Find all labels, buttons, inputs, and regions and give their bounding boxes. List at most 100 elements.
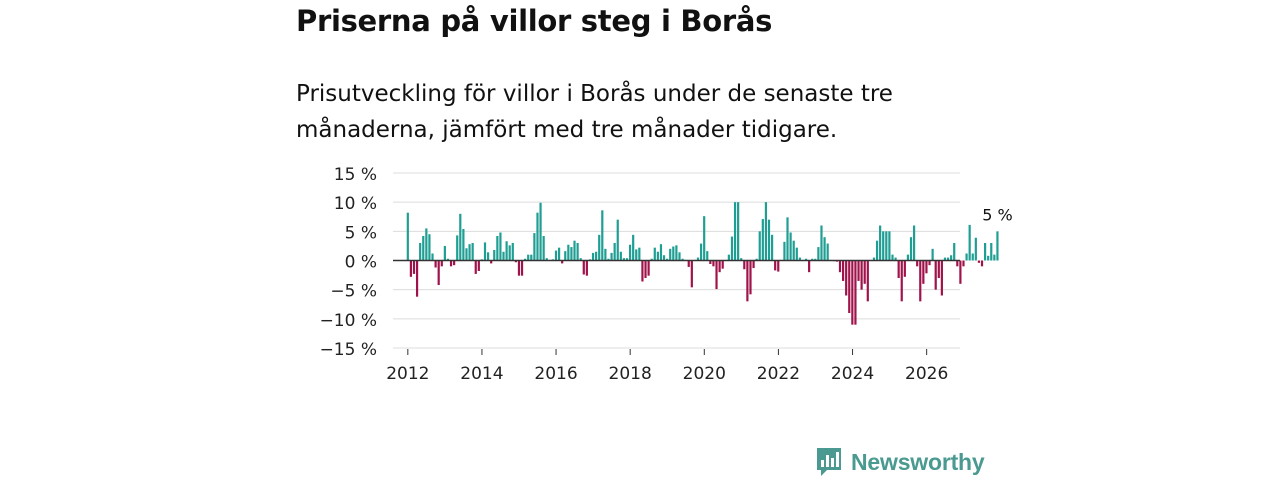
bar	[909, 237, 913, 261]
bar	[542, 236, 545, 261]
bar	[749, 260, 752, 295]
bar	[576, 243, 579, 261]
newsworthy-logo[interactable]: Newsworthy	[815, 446, 985, 478]
page-title: Priserna på villor steg i Borås	[296, 4, 773, 38]
bar	[477, 260, 480, 271]
bar	[959, 260, 962, 284]
bar	[866, 260, 869, 302]
bar	[885, 231, 888, 261]
bar	[860, 260, 863, 290]
bar	[536, 212, 539, 261]
bar	[752, 260, 755, 269]
bar	[647, 260, 650, 276]
bar	[554, 250, 558, 261]
bar	[446, 258, 450, 261]
bar	[761, 219, 764, 261]
x-tick-label: 2020	[683, 364, 726, 384]
bar	[903, 260, 906, 277]
bar	[733, 202, 737, 261]
bar	[953, 243, 956, 261]
bar	[579, 258, 582, 261]
bar	[502, 251, 505, 261]
y-tick-label: −15 %	[320, 340, 377, 360]
bar	[505, 241, 508, 261]
bar	[641, 260, 644, 282]
bar	[987, 255, 990, 261]
bar	[638, 247, 641, 261]
bar	[925, 260, 928, 274]
bar	[610, 252, 613, 261]
y-tick-label: 10 %	[334, 194, 377, 214]
bar	[570, 247, 573, 261]
bar	[625, 258, 629, 261]
bar	[946, 257, 950, 261]
bar	[770, 234, 774, 261]
bar	[604, 248, 607, 261]
bar	[561, 260, 564, 264]
bar	[699, 243, 703, 261]
bar	[662, 255, 666, 261]
bar	[746, 260, 749, 302]
bar	[906, 254, 910, 261]
bar	[922, 260, 925, 284]
bar	[798, 257, 801, 261]
bar	[465, 248, 468, 261]
bar	[557, 247, 561, 261]
bar	[449, 260, 453, 267]
bar	[425, 228, 428, 261]
bar	[514, 260, 517, 263]
bar	[937, 260, 940, 278]
bar	[764, 202, 768, 261]
bar	[990, 243, 993, 261]
bar	[706, 251, 709, 261]
bar	[971, 253, 974, 261]
bar	[496, 236, 499, 261]
x-tick-label: 2018	[609, 364, 652, 384]
bar	[919, 260, 922, 302]
bar	[666, 258, 669, 261]
bar	[851, 260, 854, 325]
grid-lines	[393, 172, 960, 349]
bar	[841, 260, 845, 281]
bar	[650, 258, 653, 261]
bar	[582, 260, 585, 275]
bar	[520, 260, 524, 276]
y-tick-label: 5 %	[345, 223, 377, 243]
bar	[872, 257, 876, 261]
bar	[792, 240, 795, 261]
bar	[490, 260, 493, 264]
last-value-label: 5 %	[982, 205, 1012, 224]
bars	[406, 202, 999, 325]
bar	[459, 213, 462, 261]
bar	[696, 257, 700, 261]
bar	[431, 253, 434, 261]
bar	[591, 252, 595, 261]
bar	[730, 236, 734, 261]
bar	[456, 235, 459, 261]
bar	[678, 252, 681, 261]
bar	[718, 260, 721, 273]
bar	[564, 251, 567, 261]
bar	[628, 244, 632, 261]
bar	[882, 231, 885, 261]
bar	[897, 260, 900, 278]
bar	[916, 260, 919, 267]
bar	[434, 260, 437, 268]
bar	[811, 258, 814, 261]
bar	[721, 260, 724, 269]
bar	[687, 260, 690, 267]
x-tick-label: 2012	[386, 364, 429, 384]
bar	[950, 255, 953, 261]
chart-subtitle: Prisutveckling för villor i Borås under …	[296, 81, 893, 143]
bar	[644, 260, 647, 278]
bar	[486, 252, 490, 261]
bar	[499, 232, 502, 261]
bar	[573, 240, 576, 261]
bar	[980, 260, 984, 267]
bar	[545, 258, 548, 261]
bar	[737, 202, 740, 261]
bar	[468, 244, 471, 261]
bar	[740, 258, 743, 261]
bar	[820, 225, 823, 261]
y-tick-label: 0 %	[345, 253, 377, 273]
